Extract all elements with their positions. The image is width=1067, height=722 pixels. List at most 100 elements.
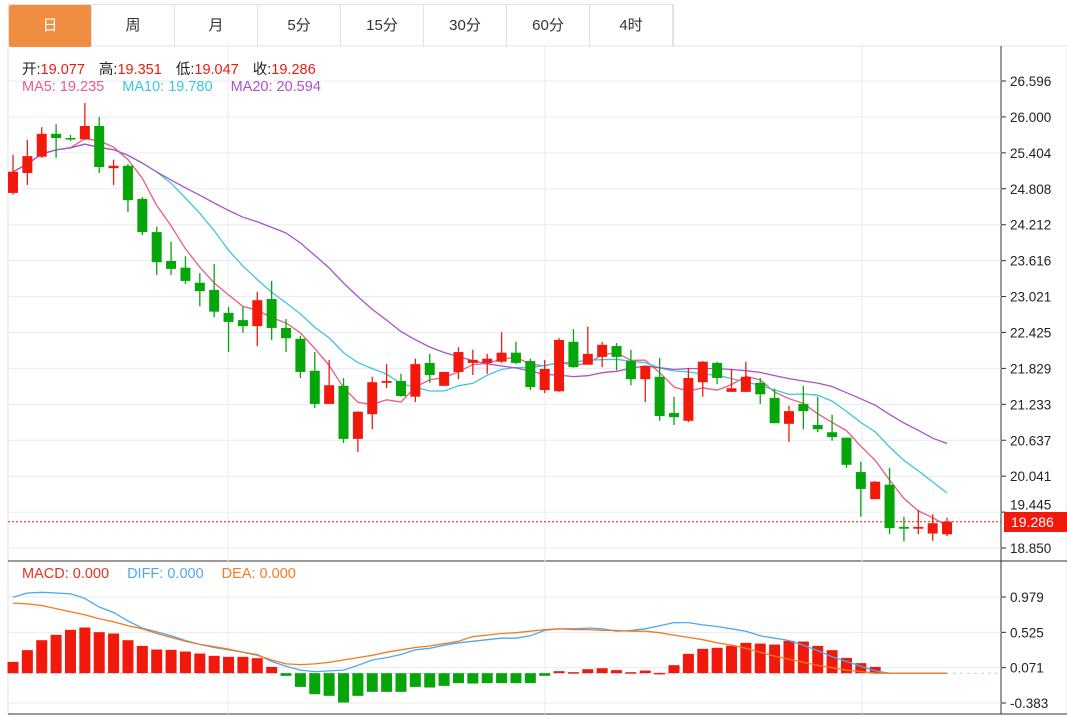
candle xyxy=(740,361,751,392)
candle-body xyxy=(640,365,651,380)
price-tick-label: 24.212 xyxy=(1010,218,1051,233)
candle xyxy=(295,335,306,378)
candle xyxy=(798,385,809,430)
candle-body xyxy=(769,397,780,424)
candle-body xyxy=(927,523,938,534)
candle xyxy=(467,349,478,375)
price-tick-label: 18.850 xyxy=(1010,541,1051,556)
candle-body xyxy=(525,361,536,388)
candle xyxy=(137,197,148,236)
candle xyxy=(870,481,881,500)
candle xyxy=(237,306,248,333)
macd-bar xyxy=(352,673,364,696)
candle xyxy=(51,124,62,158)
ma20-line xyxy=(12,143,948,445)
candle-body xyxy=(812,425,823,430)
macd-bar xyxy=(194,653,206,674)
candle-body xyxy=(654,376,665,416)
candle xyxy=(482,353,493,374)
candle xyxy=(755,377,766,404)
macd-tick-label: 0.525 xyxy=(1010,625,1044,640)
tab-4hour[interactable]: 4时 xyxy=(590,5,673,47)
price-tick-label: 26.596 xyxy=(1010,74,1051,89)
open-label: 开: xyxy=(22,62,41,78)
candle xyxy=(309,352,320,409)
candle xyxy=(65,135,76,142)
macd-bar xyxy=(869,666,881,674)
candle-body xyxy=(625,361,636,380)
close-value: 19.286 xyxy=(271,62,316,78)
macd-bar xyxy=(381,673,393,692)
macd-bar xyxy=(582,669,594,674)
macd-bar xyxy=(769,644,781,674)
low-label: 低: xyxy=(175,62,195,78)
candle xyxy=(884,467,895,535)
candle-body xyxy=(122,165,133,201)
candle xyxy=(625,349,636,386)
macd-tick-label: -0.383 xyxy=(1010,696,1048,711)
candle xyxy=(281,318,292,353)
price-tick-label: 23.616 xyxy=(1010,254,1051,269)
price-tick-label: 20.637 xyxy=(1010,433,1051,448)
candle xyxy=(166,241,177,275)
candle-body xyxy=(352,411,363,439)
macd-bar xyxy=(596,668,608,674)
macd-bar xyxy=(266,666,278,674)
macd-bar xyxy=(108,633,120,674)
macd-tick-label: 0.071 xyxy=(1010,661,1044,676)
candle xyxy=(510,341,521,365)
macd-bar xyxy=(467,673,479,684)
candle xyxy=(194,273,205,307)
candle xyxy=(209,264,220,318)
grid-lines xyxy=(7,45,1067,715)
tab-day[interactable]: 日 xyxy=(9,5,92,47)
tab-week[interactable]: 周 xyxy=(92,5,175,47)
candle-body xyxy=(137,198,148,233)
tab-month[interactable]: 月 xyxy=(175,5,258,47)
ma-legend: MA5: 19.235 MA10: 19.780 MA20: 20.594 xyxy=(22,79,335,95)
macd-bar xyxy=(754,643,766,674)
candle-body xyxy=(510,352,521,363)
tab-5min[interactable]: 5分 xyxy=(258,5,341,47)
macd-bar xyxy=(496,673,508,684)
candle xyxy=(812,396,823,433)
close-label: 收: xyxy=(252,62,272,78)
candle-body xyxy=(697,361,708,383)
candle xyxy=(223,306,234,353)
candle-body xyxy=(180,267,191,281)
macd-panel xyxy=(7,591,1001,703)
candle-body xyxy=(755,382,766,395)
candle xyxy=(352,411,363,453)
price-tick-label: 21.829 xyxy=(1010,361,1051,376)
dea-value: DEA: 0.000 xyxy=(221,566,296,582)
macd-bar xyxy=(524,673,536,684)
macd-bar xyxy=(323,673,335,696)
macd-bar xyxy=(625,672,637,674)
candle-body xyxy=(94,125,105,167)
macd-bar xyxy=(122,640,134,674)
candlesticks xyxy=(8,103,953,542)
candle-body xyxy=(237,320,248,327)
high-label: 高: xyxy=(98,62,118,78)
candle xyxy=(597,341,608,368)
macd-bar xyxy=(409,673,421,687)
candle-body xyxy=(798,403,809,412)
candle xyxy=(266,280,277,341)
tab-15min[interactable]: 15分 xyxy=(341,5,424,47)
candle-body xyxy=(870,481,881,500)
candle-body xyxy=(669,412,680,418)
tab-60min[interactable]: 60分 xyxy=(507,5,590,47)
candle-body xyxy=(395,380,406,397)
candle-body xyxy=(65,138,76,140)
candle-body xyxy=(841,437,852,465)
price-tick-label: 19.445 xyxy=(1010,498,1051,513)
tab-30min[interactable]: 30分 xyxy=(424,5,507,47)
macd-bar xyxy=(855,663,867,674)
candle xyxy=(827,414,838,441)
macd-bar xyxy=(294,673,306,687)
macd-bar xyxy=(366,673,378,692)
candle-body xyxy=(597,344,608,357)
candle xyxy=(79,103,90,140)
macd-bar xyxy=(50,634,62,674)
